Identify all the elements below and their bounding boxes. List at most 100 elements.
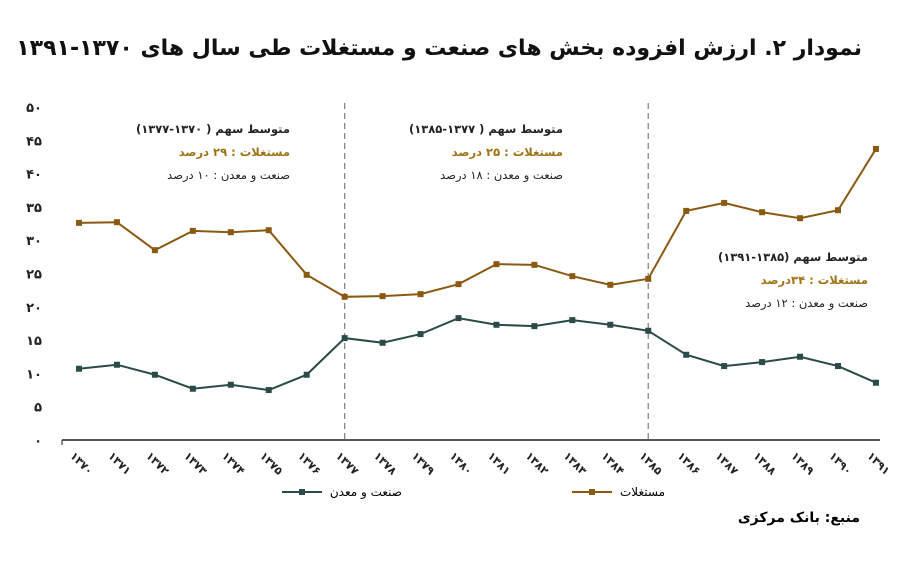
legend-line-icon (281, 489, 322, 495)
data-point (303, 271, 310, 278)
annotation-period-3: متوسط سهم (۱۳۸۵-۱۳۹۱) مستغلات : ۳۴درصد ص… (718, 246, 868, 315)
data-point (189, 227, 196, 234)
data-point (835, 207, 841, 214)
data-point (113, 361, 120, 368)
y-tick-label: ۲۵ (26, 268, 42, 283)
series-line-0 (78, 148, 877, 298)
y-tick-label: ۴۰ (26, 168, 42, 183)
annotation-industry: صنعت و معدن : ۱۲ درصد (745, 296, 868, 310)
x-tick-label: ۱۳۷۳ (181, 449, 209, 477)
data-point (265, 387, 272, 394)
y-tick-label: ۳۵ (26, 201, 42, 216)
y-tick-label: ۵ (34, 401, 42, 416)
annotation-period-1: متوسط سهم ( ۱۳۷۰-۱۳۷۷) مستغلات : ۲۹ درصد… (136, 118, 290, 187)
data-point (759, 209, 766, 216)
data-point (303, 371, 310, 378)
data-point (645, 275, 652, 282)
x-tick-label: ۱۳۷۱ (105, 449, 133, 477)
data-point (151, 247, 158, 254)
x-tick-label: ۱۳۸۳ (561, 449, 589, 477)
data-point (417, 291, 424, 298)
x-tick-label: ۱۳۹۰ (826, 449, 854, 477)
data-point (872, 145, 879, 152)
x-tick-label: ۱۳۸۹ (788, 449, 816, 477)
annotation-period-2: متوسط سهم ( ۱۳۷۷-۱۳۸۵) مستغلات : ۲۵ درصد… (409, 118, 563, 187)
x-tick-label: ۱۳۸۱ (485, 449, 513, 477)
y-tick-label: ۵۰ (26, 101, 42, 116)
y-tick-label: ۱۰ (26, 367, 42, 382)
data-point (227, 381, 234, 388)
annotation-heading: متوسط سهم ( ۱۳۷۷-۱۳۸۵) (408, 122, 563, 136)
data-point (417, 331, 424, 338)
annotation-real-estate: مستغلات : ۳۴درصد (760, 273, 868, 287)
data-point (797, 353, 804, 360)
x-tick-label: ۱۳۸۸ (750, 449, 778, 477)
series-line-1 (78, 317, 877, 392)
data-point (607, 281, 614, 288)
data-point (76, 219, 82, 226)
data-point (607, 321, 614, 328)
data-point (76, 365, 82, 372)
x-tick-label: ۱۳۸۴ (599, 449, 627, 477)
data-point (531, 261, 538, 268)
y-tick-label: ۲۰ (26, 301, 42, 316)
legend-label: صنعت و معدن (329, 485, 402, 499)
data-point (341, 293, 348, 300)
data-point (872, 379, 879, 386)
annotation-heading: متوسط سهم ( ۱۳۷۰-۱۳۷۷) (135, 122, 290, 136)
source-note: منبع: بانک مرکزی (737, 510, 860, 526)
x-tick-label: ۱۳۷۰ (67, 449, 95, 477)
x-tick-label: ۱۳۷۶ (295, 449, 323, 477)
legend-item-industry: صنعت و معدن (281, 485, 402, 499)
data-point (379, 339, 386, 346)
x-tick-label: ۱۳۸۶ (675, 449, 703, 477)
data-point (683, 207, 690, 214)
x-tick-label: ۱۳۹۱ (864, 449, 892, 477)
data-point (455, 315, 462, 322)
data-point (569, 273, 576, 280)
annotation-heading: متوسط سهم (۱۳۸۵-۱۳۹۱) (717, 250, 868, 264)
data-point (227, 229, 234, 236)
data-point (759, 359, 766, 366)
x-tick-label: ۱۳۷۹ (409, 449, 437, 477)
data-point (265, 227, 272, 234)
x-tick-label: ۱۳۷۴ (219, 449, 247, 477)
data-point (113, 219, 120, 226)
data-point (379, 293, 386, 300)
data-point (797, 215, 804, 222)
data-point (341, 335, 348, 342)
legend-line-icon (572, 489, 612, 495)
data-point (493, 321, 500, 328)
data-point (645, 327, 652, 334)
y-tick-label: ۳۰ (26, 234, 42, 249)
x-tick-label: ۱۳۷۷ (333, 449, 361, 477)
data-point (835, 363, 841, 370)
y-tick-label: ۱۵ (26, 334, 42, 349)
annotation-industry: صنعت و معدن : ۱۸ درصد (440, 168, 563, 182)
y-tick-label: ٠ (34, 434, 42, 449)
data-point (189, 385, 196, 392)
data-point (493, 261, 500, 268)
data-point (721, 199, 728, 206)
annotation-industry: صنعت و معدن : ۱۰ درصد (167, 168, 290, 182)
x-tick-label: ۱۳۷۸ (371, 449, 399, 477)
legend-label: مستغلات (620, 485, 665, 499)
data-point (721, 363, 728, 370)
annotation-real-estate: مستغلات : ۲۹ درصد (178, 145, 290, 159)
legend-item-real-estate: مستغلات (572, 485, 665, 499)
data-point (683, 351, 690, 358)
x-tick-label: ۱۳۸۷ (713, 449, 741, 477)
data-point (531, 323, 538, 330)
x-tick-label: ۱۳۸۲ (523, 449, 551, 477)
x-tick-label: ۱۳۷۵ (257, 449, 285, 477)
x-tick-label: ۱۳۸۵ (637, 449, 665, 477)
annotation-real-estate: مستغلات : ۲۵ درصد (451, 145, 563, 159)
data-point (455, 281, 462, 288)
chart-title: نمودار ۲. ارزش افزوده بخش های صنعت و مست… (16, 36, 862, 61)
y-tick-label: ۴۵ (26, 134, 42, 149)
x-tick-label: ۱۳۸۰ (447, 449, 475, 477)
x-tick-label: ۱۳۷۲ (143, 449, 171, 477)
data-point (151, 371, 158, 378)
